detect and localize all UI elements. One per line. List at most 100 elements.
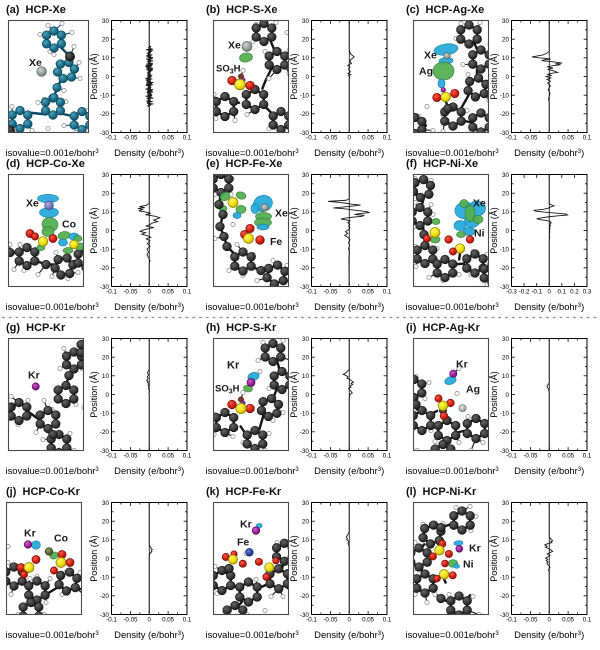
- svg-text:isovalue=0.001e/bohr3: isovalue=0.001e/bohr3: [406, 629, 500, 640]
- svg-text:(f) HCP-Ni-Xe: (f) HCP-Ni-Xe: [406, 158, 478, 170]
- svg-text:30: 30: [102, 336, 110, 343]
- svg-text:30: 30: [502, 172, 510, 179]
- svg-text:0: 0: [505, 556, 509, 563]
- svg-text:(e) HCP-Fe-Xe: (e) HCP-Fe-Xe: [206, 158, 282, 170]
- svg-text:30: 30: [502, 500, 510, 507]
- svg-text:Position (Å): Position (Å): [289, 53, 299, 100]
- svg-text:30: 30: [302, 18, 310, 25]
- svg-text:0: 0: [305, 556, 309, 563]
- svg-text:0: 0: [547, 289, 551, 296]
- svg-text:0: 0: [347, 453, 351, 460]
- svg-text:Position (Å): Position (Å): [89, 53, 99, 100]
- svg-text:Density (e/bohr3): Density (e/bohr3): [314, 629, 384, 640]
- svg-text:Density (e/bohr3): Density (e/bohr3): [514, 301, 584, 312]
- svg-text:10: 10: [502, 55, 510, 62]
- svg-text:0.05: 0.05: [162, 135, 175, 142]
- svg-text:-20: -20: [300, 111, 310, 118]
- svg-text:20: 20: [102, 355, 110, 362]
- svg-text:-0.1: -0.1: [106, 289, 117, 296]
- svg-text:20: 20: [102, 519, 110, 526]
- svg-text:0.1: 0.1: [557, 289, 566, 296]
- svg-text:Density (e/bohr3): Density (e/bohr3): [314, 147, 384, 158]
- svg-text:10: 10: [302, 55, 310, 62]
- svg-text:(i) HCP-Ag-Kr: (i) HCP-Ag-Kr: [406, 322, 481, 334]
- svg-text:-0.1: -0.1: [106, 135, 117, 142]
- svg-text:-0.05: -0.05: [323, 289, 338, 296]
- svg-text:-20: -20: [500, 111, 510, 118]
- svg-text:-20: -20: [300, 593, 310, 600]
- svg-text:(j) HCP-Co-Kr: (j) HCP-Co-Kr: [6, 486, 81, 498]
- svg-text:isovalue=0.001e/bohr3: isovalue=0.001e/bohr3: [406, 301, 500, 312]
- svg-text:0: 0: [505, 74, 509, 81]
- svg-text:-20: -20: [100, 429, 110, 436]
- svg-text:0: 0: [147, 617, 151, 624]
- svg-text:10: 10: [102, 209, 110, 216]
- svg-text:30: 30: [102, 172, 110, 179]
- svg-text:0: 0: [547, 135, 551, 142]
- svg-text:-0.05: -0.05: [123, 617, 138, 624]
- svg-text:20: 20: [302, 519, 310, 526]
- svg-text:SO3H: SO3H: [215, 384, 240, 396]
- svg-text:0.1: 0.1: [383, 617, 392, 624]
- svg-text:Position (Å): Position (Å): [489, 535, 499, 582]
- svg-text:-0.3: -0.3: [506, 289, 517, 296]
- svg-text:30: 30: [102, 500, 110, 507]
- svg-text:Density (e/bohr3): Density (e/bohr3): [514, 465, 584, 476]
- svg-text:isovalue=0.001e/bohr3: isovalue=0.001e/bohr3: [206, 147, 300, 158]
- svg-text:-20: -20: [100, 265, 110, 272]
- svg-text:isovalue=0.001e/bohr3: isovalue=0.001e/bohr3: [6, 465, 100, 476]
- svg-text:0.1: 0.1: [583, 617, 592, 624]
- svg-text:0: 0: [347, 135, 351, 142]
- svg-text:Kr: Kr: [28, 370, 40, 382]
- svg-text:-0.05: -0.05: [523, 135, 538, 142]
- svg-text:Density (e/bohr3): Density (e/bohr3): [514, 147, 584, 158]
- svg-text:30: 30: [302, 500, 310, 507]
- svg-text:(c) HCP-Ag-Xe: (c) HCP-Ag-Xe: [406, 4, 484, 16]
- svg-text:-20: -20: [100, 111, 110, 118]
- svg-text:30: 30: [302, 172, 310, 179]
- svg-text:0: 0: [105, 74, 109, 81]
- svg-text:0: 0: [305, 392, 309, 399]
- svg-text:0: 0: [147, 135, 151, 142]
- svg-text:10: 10: [502, 373, 510, 380]
- svg-text:-0.1: -0.1: [306, 617, 317, 624]
- svg-text:0.05: 0.05: [562, 135, 575, 142]
- svg-text:0.05: 0.05: [362, 453, 375, 460]
- svg-text:20: 20: [302, 191, 310, 198]
- svg-text:0: 0: [105, 392, 109, 399]
- svg-text:Xe: Xe: [29, 57, 42, 69]
- svg-text:0: 0: [147, 289, 151, 296]
- svg-text:0: 0: [147, 453, 151, 460]
- svg-text:0: 0: [347, 289, 351, 296]
- svg-text:0: 0: [347, 617, 351, 624]
- svg-text:-20: -20: [500, 265, 510, 272]
- svg-text:Position (Å): Position (Å): [289, 371, 299, 418]
- svg-text:-0.1: -0.1: [306, 453, 317, 460]
- svg-text:Density (e/bohr3): Density (e/bohr3): [314, 301, 384, 312]
- svg-text:Density (e/bohr3): Density (e/bohr3): [114, 629, 184, 640]
- svg-text:isovalue=0.001e/bohr3: isovalue=0.001e/bohr3: [6, 147, 100, 158]
- svg-text:Kr: Kr: [456, 359, 468, 371]
- svg-text:Density (e/bohr3): Density (e/bohr3): [314, 465, 384, 476]
- svg-text:Xe: Xe: [26, 198, 39, 210]
- svg-text:-10: -10: [100, 411, 110, 418]
- svg-text:10: 10: [102, 537, 110, 544]
- svg-text:0.05: 0.05: [162, 617, 175, 624]
- svg-text:-0.1: -0.1: [506, 135, 517, 142]
- svg-text:Kr: Kr: [227, 360, 240, 372]
- svg-text:(d) HCP-Co-Xe: (d) HCP-Co-Xe: [6, 158, 85, 170]
- svg-text:Fe: Fe: [270, 236, 282, 248]
- svg-text:0: 0: [105, 556, 109, 563]
- svg-text:-0.05: -0.05: [123, 135, 138, 142]
- svg-text:(b) HCP-S-Xe: (b) HCP-S-Xe: [206, 4, 278, 16]
- svg-text:Position (Å): Position (Å): [489, 371, 499, 418]
- svg-text:(g) HCP-Kr: (g) HCP-Kr: [6, 322, 66, 334]
- svg-text:10: 10: [302, 373, 310, 380]
- svg-text:0.3: 0.3: [583, 289, 592, 296]
- svg-text:-10: -10: [100, 575, 110, 582]
- svg-text:10: 10: [302, 209, 310, 216]
- svg-text:isovalue=0.001e/bohr3: isovalue=0.001e/bohr3: [406, 465, 500, 476]
- svg-text:20: 20: [502, 37, 510, 44]
- svg-text:-0.05: -0.05: [323, 453, 338, 460]
- svg-text:-10: -10: [300, 575, 310, 582]
